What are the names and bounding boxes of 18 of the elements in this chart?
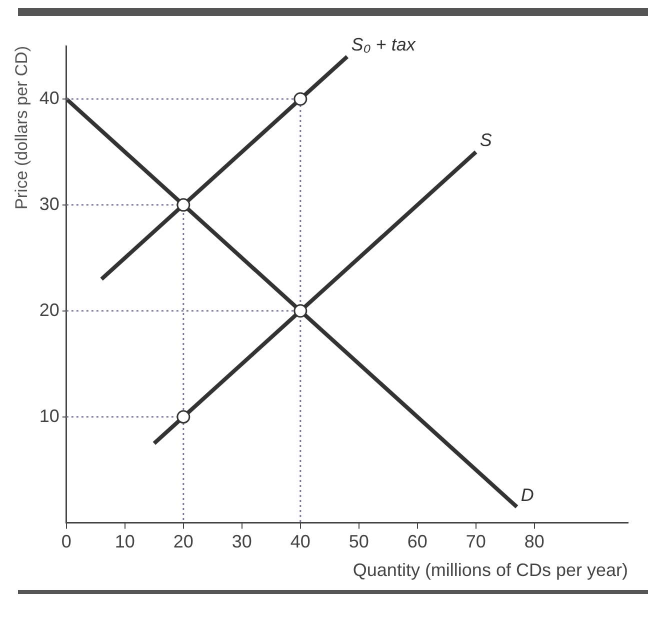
x-axis-title: Quantity (millions of CDs per year) xyxy=(352,560,628,580)
x-tick-label: 70 xyxy=(466,532,486,552)
x-tick-label: 10 xyxy=(114,532,135,552)
y-axis-title: Price (dollars per CD) xyxy=(12,46,31,210)
y-tick-label: 10 xyxy=(39,406,60,426)
series-label: S₀ + tax xyxy=(351,34,416,55)
x-tick-label: 60 xyxy=(407,532,428,552)
y-tick-label: 20 xyxy=(39,300,60,320)
x-tick-label: 0 xyxy=(61,532,72,552)
y-tick-label: 30 xyxy=(39,194,60,214)
y-tick-label: 40 xyxy=(39,88,60,108)
x-tick-label: 40 xyxy=(290,532,310,552)
series-label: D xyxy=(520,484,534,505)
x-tick-label: 80 xyxy=(524,532,544,552)
x-tick-label: 30 xyxy=(232,532,252,552)
series-label: S xyxy=(480,130,492,150)
x-tick-label: 50 xyxy=(348,532,369,552)
x-tick-label: 20 xyxy=(173,532,194,552)
